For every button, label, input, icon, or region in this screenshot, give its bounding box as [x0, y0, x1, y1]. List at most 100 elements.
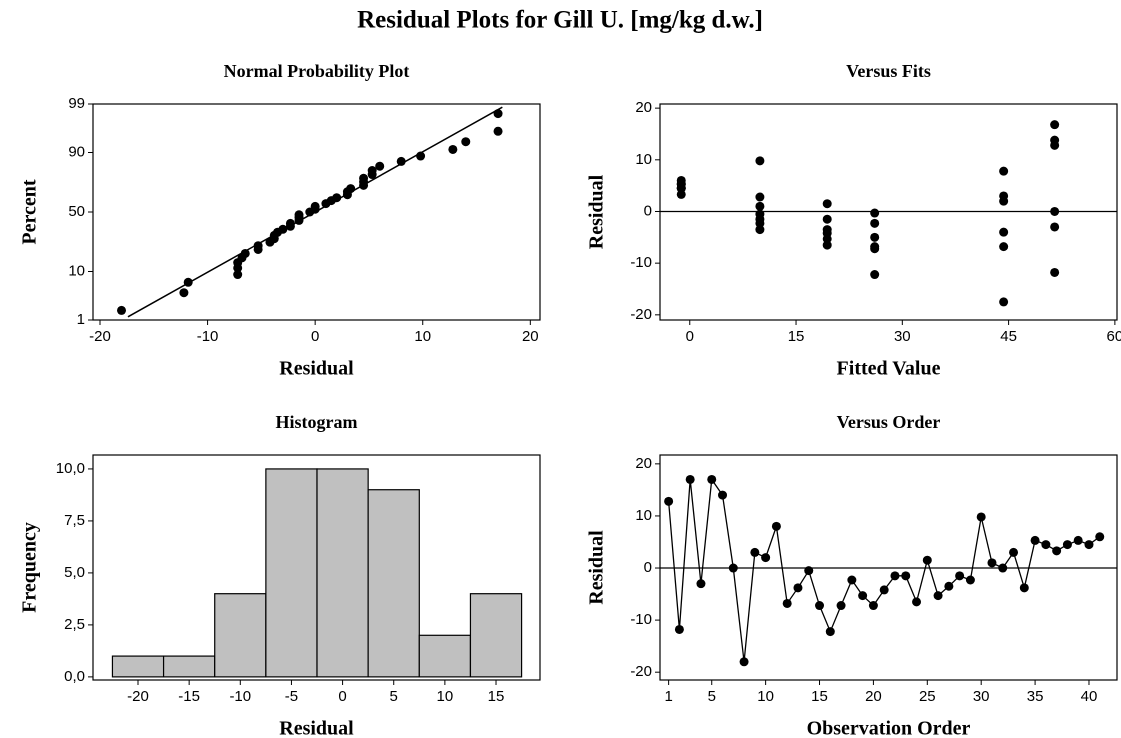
- point: [179, 288, 189, 298]
- point: [822, 240, 832, 250]
- point: [755, 156, 765, 166]
- point: [718, 490, 728, 500]
- y-axis-label: Frequency: [19, 522, 41, 613]
- point: [870, 270, 880, 280]
- point: [448, 144, 458, 154]
- point: [676, 189, 686, 199]
- point: [375, 161, 385, 171]
- x-tick-label: 0: [686, 328, 694, 345]
- point: [1073, 535, 1083, 545]
- point: [183, 277, 193, 287]
- subplot-title: Versus Order: [837, 412, 941, 432]
- bar: [265, 468, 318, 678]
- point: [847, 575, 857, 585]
- point: [782, 598, 792, 608]
- x-tick-label: -20: [89, 328, 111, 345]
- y-tick-label: -10: [630, 611, 652, 628]
- y-tick-label: 50: [68, 203, 85, 220]
- point: [999, 242, 1009, 252]
- x-tick-label: 25: [919, 688, 936, 705]
- point: [1062, 540, 1072, 550]
- point: [278, 224, 288, 234]
- point: [999, 297, 1009, 307]
- x-tick-label: 15: [788, 328, 805, 345]
- point: [976, 512, 986, 522]
- y-tick-label: 7,5: [64, 512, 85, 529]
- point: [396, 156, 406, 166]
- point: [1019, 583, 1029, 593]
- y-axis-label: Percent: [19, 179, 41, 244]
- x-axis-label: Observation Order: [807, 718, 971, 738]
- x-tick-label: -10: [197, 328, 219, 345]
- x-tick-label: -5: [285, 688, 298, 705]
- y-tick-label: 0: [644, 202, 652, 219]
- point: [416, 151, 426, 161]
- point: [922, 555, 932, 565]
- plot-frame: [659, 103, 1118, 321]
- y-tick-label: 2,5: [64, 616, 85, 633]
- point: [804, 566, 814, 576]
- plot-frame: [92, 103, 541, 321]
- point: [332, 193, 342, 203]
- y-tick-label: 10: [68, 262, 85, 279]
- x-axis-label: Residual: [279, 718, 354, 738]
- y-tick-label: 20: [635, 99, 652, 116]
- x-tick-label: -20: [127, 688, 149, 705]
- point: [367, 166, 377, 176]
- figure-title: Residual Plots for Gill U. [mg/kg d.w.]: [357, 7, 763, 34]
- x-tick-label: 10: [437, 688, 454, 705]
- point: [310, 201, 320, 211]
- y-tick-label: 0,0: [64, 668, 85, 685]
- point: [998, 563, 1008, 573]
- point: [1050, 206, 1060, 216]
- point: [755, 201, 765, 211]
- point: [987, 558, 997, 568]
- x-tick-label: 15: [811, 688, 828, 705]
- x-tick-label: 10: [757, 688, 774, 705]
- point: [117, 305, 127, 315]
- point: [461, 137, 471, 147]
- point: [933, 591, 943, 601]
- point: [755, 192, 765, 202]
- y-tick-label: 10: [635, 507, 652, 524]
- y-tick-label: 20: [635, 455, 652, 472]
- y-axis-label: Residual: [586, 530, 608, 605]
- point: [493, 126, 503, 136]
- plot-frame: [92, 454, 541, 681]
- y-tick-label: -20: [630, 663, 652, 680]
- x-tick-label: 0: [338, 688, 346, 705]
- point: [999, 166, 1009, 176]
- x-axis-label: Residual: [279, 358, 354, 380]
- point: [822, 234, 832, 244]
- y-tick-label: 10,0: [56, 460, 85, 477]
- point: [240, 248, 250, 258]
- subplot-title: Normal Probability Plot: [224, 61, 410, 81]
- point: [815, 601, 825, 611]
- point: [955, 571, 965, 581]
- point: [755, 218, 765, 228]
- y-axis-label: Residual: [586, 174, 608, 249]
- point: [822, 214, 832, 224]
- point: [825, 627, 835, 637]
- x-tick-label: 20: [522, 328, 539, 345]
- point: [1050, 120, 1060, 130]
- plot-frame: [659, 454, 1118, 681]
- x-tick-label: 15: [488, 688, 505, 705]
- bar: [316, 468, 369, 678]
- point: [728, 563, 738, 573]
- point: [870, 232, 880, 242]
- y-tick-label: 5,0: [64, 564, 85, 581]
- x-tick-label: 10: [414, 328, 431, 345]
- point: [836, 601, 846, 611]
- y-tick-label: 1: [77, 311, 85, 328]
- y-tick-label: 90: [68, 143, 85, 160]
- point: [696, 579, 706, 589]
- bar: [162, 655, 216, 678]
- point: [879, 585, 889, 595]
- x-tick-label: -15: [178, 688, 200, 705]
- point: [739, 657, 749, 667]
- y-tick-label: 0: [644, 559, 652, 576]
- x-tick-label: 30: [973, 688, 990, 705]
- x-tick-label: 35: [1027, 688, 1044, 705]
